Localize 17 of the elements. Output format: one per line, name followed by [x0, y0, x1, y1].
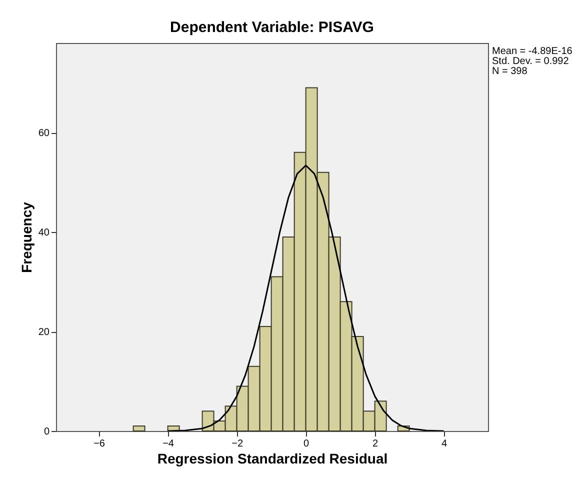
- text: N = 398: [492, 66, 528, 77]
- y-tick-label: 0: [44, 426, 50, 438]
- x-tick-label: 4: [442, 438, 448, 450]
- text: Std. Dev. = 0.992: [492, 56, 570, 67]
- chart-title: Dependent Variable: PISAVG: [170, 19, 374, 36]
- x-tick-label: 2: [372, 438, 379, 450]
- x-axis-title: Regression Standardized Residual: [157, 450, 388, 466]
- text: Mean = -4.89E-16: [492, 46, 573, 57]
- x-tick-label: −6: [94, 438, 106, 450]
- x-tick-label: 0: [304, 438, 310, 450]
- x-tick-label: −4: [162, 438, 174, 450]
- line-series: [167, 164, 445, 431]
- y-tick-label: 40: [38, 228, 50, 239]
- y-axis-title: Frequency: [18, 202, 34, 273]
- y-tick-label: 60: [38, 128, 50, 140]
- y-tick-label: 20: [38, 327, 50, 338]
- x-tick-label: −2: [232, 438, 244, 450]
